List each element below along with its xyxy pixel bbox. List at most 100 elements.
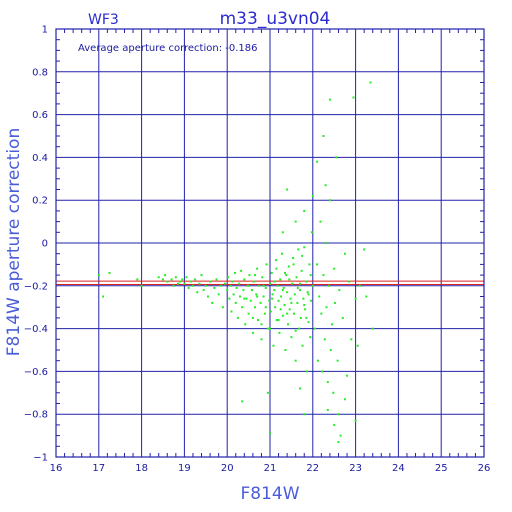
data-point (290, 301, 293, 304)
x-tick-label: 21 (264, 463, 277, 474)
data-point (303, 246, 306, 249)
data-point (290, 336, 293, 339)
data-point (244, 323, 247, 326)
data-point (200, 274, 203, 277)
data-point (294, 359, 297, 362)
data-point (262, 295, 265, 298)
data-point (321, 370, 324, 373)
data-point (204, 284, 207, 287)
data-point (320, 312, 323, 315)
data-point (243, 278, 246, 281)
x-tick-label: 24 (392, 463, 405, 474)
data-point (255, 293, 258, 296)
data-point (346, 374, 349, 377)
data-point (356, 344, 359, 347)
data-point (248, 274, 251, 277)
x-tick-label: 18 (135, 463, 148, 474)
data-point (304, 308, 307, 311)
data-point (194, 278, 197, 281)
data-point (276, 284, 279, 287)
data-point (352, 96, 355, 99)
data-point (166, 280, 169, 283)
data-point (303, 413, 306, 416)
data-point (254, 274, 257, 277)
data-point (278, 331, 281, 334)
data-point (341, 316, 344, 319)
data-point (213, 286, 216, 289)
data-point (332, 391, 335, 394)
data-point (249, 299, 252, 302)
data-point (202, 289, 205, 292)
data-point (274, 259, 277, 262)
x-tick-label: 22 (306, 463, 319, 474)
data-point (301, 344, 304, 347)
data-point (295, 276, 298, 279)
data-point (157, 276, 160, 279)
data-point (307, 293, 310, 296)
data-point (305, 316, 308, 319)
data-point (333, 267, 336, 270)
data-point (281, 289, 284, 292)
data-point (281, 314, 284, 317)
data-point (247, 284, 250, 287)
data-point (181, 278, 184, 281)
data-point (325, 306, 328, 309)
data-point (251, 331, 254, 334)
data-point (164, 274, 167, 277)
data-point (294, 220, 297, 223)
data-point (271, 297, 274, 300)
data-point (298, 387, 301, 390)
data-point (242, 289, 245, 292)
data-point (286, 291, 289, 294)
data-point (311, 284, 314, 287)
data-point (187, 286, 190, 289)
data-point (328, 98, 331, 101)
data-point (254, 306, 257, 309)
data-point (281, 231, 284, 234)
plot-frame (55, 28, 485, 458)
data-point (309, 274, 312, 277)
grid-lines (55, 28, 485, 458)
data-point (283, 271, 286, 274)
data-point (296, 301, 299, 304)
data-point (343, 252, 346, 255)
data-point (328, 284, 331, 287)
data-point (293, 293, 296, 296)
data-point (299, 316, 302, 319)
data-point (301, 254, 304, 257)
data-point (371, 327, 374, 330)
data-point (289, 297, 292, 300)
data-point (183, 282, 186, 285)
y-tick-label: 1 (42, 25, 48, 36)
data-point (251, 316, 254, 319)
data-point (337, 441, 340, 444)
data-point (336, 359, 339, 362)
data-point (331, 323, 334, 326)
data-point (326, 408, 329, 411)
data-point (140, 284, 143, 287)
data-point (176, 282, 179, 285)
data-point (274, 306, 277, 309)
data-point (260, 323, 263, 326)
data-point (264, 286, 267, 289)
data-point (298, 327, 301, 330)
data-point (243, 297, 246, 300)
data-point (263, 312, 266, 315)
data-point (241, 306, 244, 309)
data-point (221, 306, 224, 309)
data-point (191, 284, 194, 287)
data-point (309, 336, 312, 339)
data-point (279, 308, 282, 311)
data-point (269, 432, 271, 435)
data-point (189, 280, 192, 283)
data-point (296, 286, 299, 289)
data-point (269, 310, 272, 313)
data-point (271, 293, 274, 296)
data-point (286, 323, 289, 326)
data-point (262, 284, 265, 287)
data-point (277, 299, 280, 302)
x-tick-label: 23 (349, 463, 362, 474)
data-point (211, 301, 214, 304)
data-point (300, 269, 303, 272)
data-point (335, 156, 338, 159)
